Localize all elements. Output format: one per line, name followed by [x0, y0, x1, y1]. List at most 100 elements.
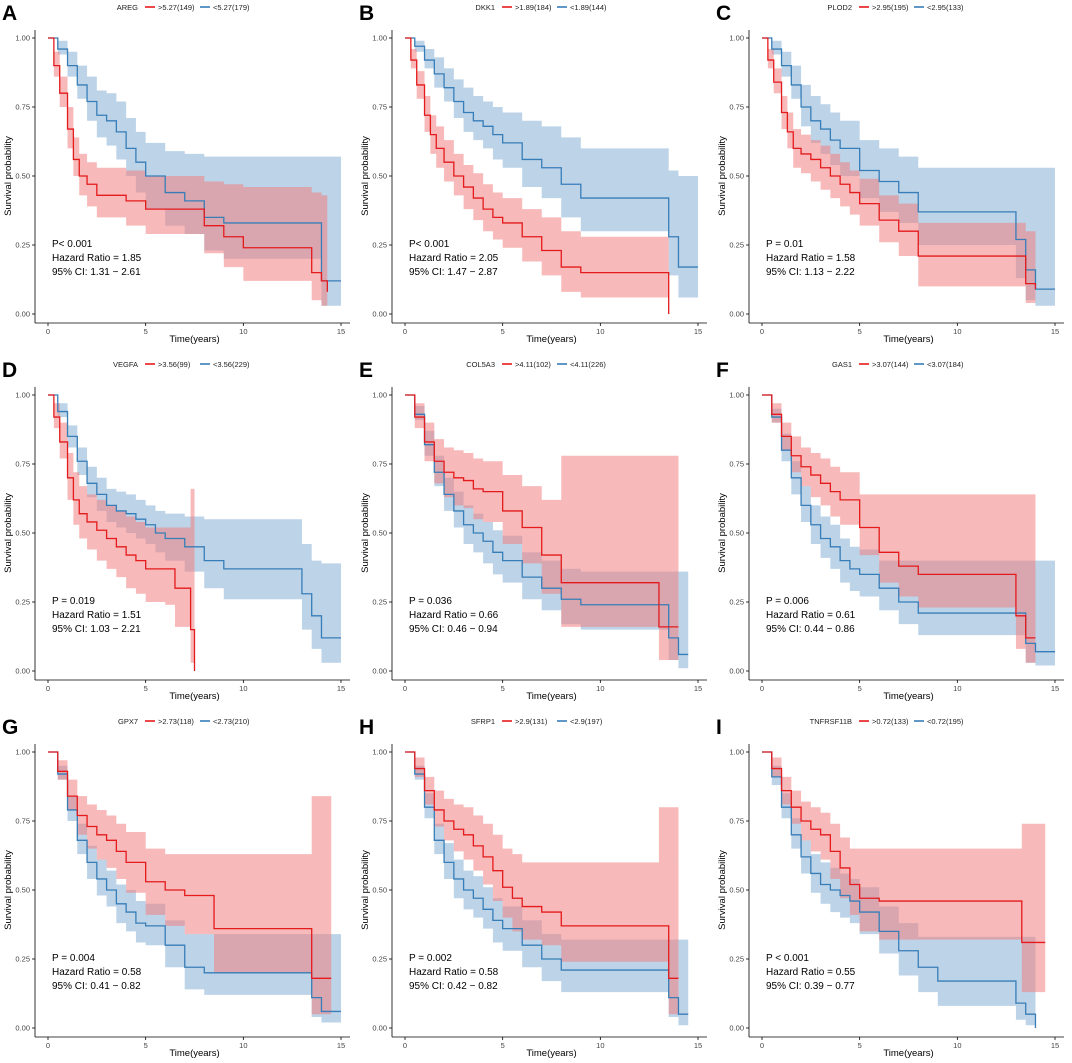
x-axis-title: Time(years) — [169, 1048, 219, 1059]
x-tick-label: 10 — [596, 1041, 604, 1050]
p-value: P = 0.002 — [409, 953, 452, 964]
panel-letter: I — [716, 716, 722, 739]
x-tick-label: 15 — [337, 327, 345, 336]
survival-curve-low — [762, 37, 1055, 290]
y-tick-label: 0.50 — [15, 886, 30, 895]
survival-curves — [762, 394, 1055, 653]
y-axis-title: Survival probability — [3, 850, 14, 930]
survival-curve-low — [405, 394, 689, 656]
hazard-ratio: Hazard Ratio = 0.61 — [766, 610, 856, 621]
confidence-interval: 95% CI: 1.31 − 2.61 — [52, 267, 141, 278]
legend-gene: VEGFA — [113, 360, 138, 369]
y-tick-label: 0.75 — [372, 460, 387, 469]
ci-bands — [762, 752, 1046, 1028]
y-tick-label: 0.00 — [15, 667, 30, 676]
legend-high-label: >1.89(184) — [515, 3, 552, 12]
confidence-interval: 95% CI: 0.44 − 0.86 — [766, 624, 855, 635]
x-tick-label: 0 — [46, 1041, 50, 1050]
y-tick-label: 0.00 — [729, 1024, 744, 1033]
survival-curves — [405, 751, 689, 1015]
survival-curve-low — [405, 37, 698, 268]
y-tick-label: 0.50 — [372, 172, 387, 181]
legend: VEGFA >3.56(99) <3.56(229) — [113, 360, 250, 369]
x-tick-label: 5 — [501, 1041, 505, 1050]
y-tick-label: 0.75 — [372, 817, 387, 826]
x-tick-label: 5 — [144, 1041, 148, 1050]
legend: GPX7 >2.73(118) <2.73(210) — [118, 717, 250, 726]
ci-band-high — [762, 38, 1036, 306]
legend-low-label: <4.11(226) — [570, 360, 606, 369]
y-tick-label: 0.25 — [15, 241, 30, 250]
x-tick-label: 10 — [953, 1041, 961, 1050]
y-tick-label: 1.00 — [15, 34, 30, 43]
legend-high-label: >4.11(102) — [515, 360, 551, 369]
ci-bands — [48, 395, 341, 671]
x-tick-label: 5 — [858, 684, 862, 693]
y-tick-label: 0.00 — [15, 310, 30, 319]
x-tick-label: 5 — [858, 327, 862, 336]
ci-band-high — [405, 752, 679, 1015]
x-tick-label: 10 — [239, 684, 247, 693]
survival-curve-low — [48, 37, 341, 282]
confidence-interval: 95% CI: 0.46 − 0.94 — [409, 624, 498, 635]
legend-low-label: <2.95(133) — [927, 3, 964, 12]
survival-curve-high — [405, 394, 679, 628]
y-tick-label: 0.50 — [372, 529, 387, 538]
x-tick-label: 5 — [144, 684, 148, 693]
x-tick-label: 0 — [46, 684, 50, 693]
legend: PLOD2 >2.95(195) <2.95(133) — [827, 3, 964, 12]
legend-high-label: >2.73(118) — [158, 717, 194, 726]
y-tick-label: 1.00 — [729, 748, 744, 757]
y-tick-label: 0.50 — [729, 886, 744, 895]
x-axis-title: Time(years) — [169, 334, 219, 345]
x-tick-label: 10 — [239, 327, 247, 336]
hazard-ratio: Hazard Ratio = 1.85 — [52, 253, 142, 264]
legend-low-label: <2.9(197) — [570, 717, 603, 726]
x-tick-label: 10 — [596, 684, 604, 693]
y-tick-label: 0.00 — [372, 667, 387, 676]
legend-high-label: >5.27(149) — [158, 3, 195, 12]
x-tick-label: 0 — [403, 327, 407, 336]
panel-d: D VEGFA >3.56(99) <3.56(229) 0.00 0.25 0.50 0.7… — [2, 359, 350, 702]
x-tick-label: 15 — [694, 1041, 702, 1050]
legend-gene: SFRP1 — [471, 717, 495, 726]
y-tick-label: 0.25 — [372, 955, 387, 964]
panel-letter: F — [716, 359, 729, 382]
x-tick-label: 10 — [953, 684, 961, 693]
legend-gene: AREG — [117, 3, 138, 12]
survival-curve-low — [762, 751, 1037, 1028]
x-tick-label: 0 — [46, 327, 50, 336]
panel-c: C PLOD2 >2.95(195) <2.95(133) 0.00 0.25 0.50 0.… — [716, 2, 1064, 345]
p-value: P = 0.004 — [52, 953, 95, 964]
y-axis-title: Survival probability — [717, 850, 728, 930]
legend-low-label: <1.89(144) — [570, 3, 607, 12]
ci-band-high — [48, 395, 195, 671]
survival-curve-high — [48, 37, 328, 292]
y-axis-title: Survival probability — [717, 136, 728, 216]
panel-g: G GPX7 >2.73(118) <2.73(210) 0.00 0.25 0.50 0.7… — [2, 716, 350, 1059]
x-tick-label: 15 — [694, 327, 702, 336]
x-tick-label: 0 — [760, 327, 764, 336]
y-tick-label: 0.25 — [15, 598, 30, 607]
ci-bands — [48, 752, 341, 1023]
legend: COL5A3 >4.11(102) <4.11(226) — [466, 360, 606, 369]
confidence-interval: 95% CI: 0.42 − 0.82 — [409, 981, 498, 992]
x-tick-label: 15 — [1051, 327, 1059, 336]
y-axis-title: Survival probability — [360, 136, 371, 216]
panel-letter: G — [2, 716, 18, 739]
survival-curve-low — [48, 394, 341, 639]
x-tick-label: 0 — [760, 684, 764, 693]
y-tick-label: 0.00 — [15, 1024, 30, 1033]
survival-curves — [48, 751, 341, 1013]
hazard-ratio: Hazard Ratio = 0.58 — [409, 967, 499, 978]
legend-low-label: <5.27(179) — [213, 3, 250, 12]
survival-curves — [405, 37, 698, 314]
y-tick-label: 0.25 — [372, 598, 387, 607]
y-axis-title: Survival probability — [3, 493, 14, 573]
legend: TNFRSF11B >0.72(133) <0.72(195) — [810, 717, 964, 726]
legend-gene: TNFRSF11B — [810, 717, 852, 726]
survival-curve-high — [48, 394, 196, 671]
ci-band-high — [48, 38, 328, 309]
survival-curves — [48, 394, 341, 671]
y-tick-label: 1.00 — [729, 391, 744, 400]
